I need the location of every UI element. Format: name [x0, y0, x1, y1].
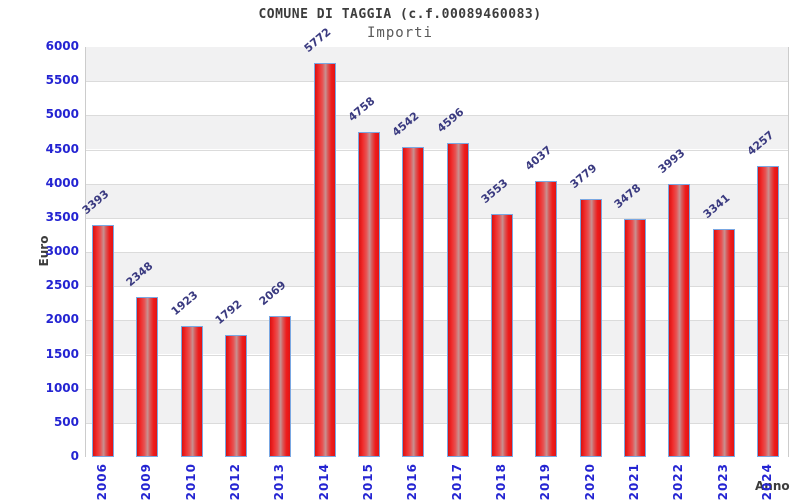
y-tick-label: 4000: [45, 175, 79, 190]
gridline: [86, 81, 788, 83]
y-tick-label: 1500: [45, 346, 79, 361]
gridline: [86, 286, 788, 288]
x-tick-label: 2013: [272, 463, 287, 500]
grid-band: [86, 47, 788, 82]
y-tick-label: 500: [53, 414, 79, 429]
bar: [712, 228, 735, 457]
bar: [446, 142, 469, 457]
x-tick-label: 2017: [449, 463, 464, 500]
y-tick-label: 5000: [45, 107, 79, 122]
x-tick-label: 2016: [405, 463, 420, 500]
bar: [668, 184, 691, 457]
grid-band: [86, 81, 788, 116]
x-tick-label: 2023: [715, 463, 730, 500]
x-tick-label: 2020: [582, 463, 597, 500]
y-tick-label: 6000: [45, 39, 79, 53]
bar: [269, 315, 292, 457]
gridline: [86, 422, 788, 424]
chart-subtitle: Importi: [366, 25, 433, 41]
gridline: [86, 388, 788, 390]
gridline: [86, 115, 788, 117]
x-tick-label: 2010: [183, 463, 198, 500]
bar: [579, 198, 602, 457]
x-tick-label: 2022: [671, 463, 686, 500]
y-tick-label: 1000: [45, 380, 79, 395]
gridline: [86, 320, 788, 322]
bar: [92, 225, 114, 457]
grid-band: [86, 149, 788, 184]
x-axis-title: Anno: [755, 479, 790, 493]
bar: [535, 181, 558, 457]
y-tick-label: 2500: [45, 278, 79, 293]
x-tick-label: 2015: [360, 463, 375, 500]
bar: [402, 146, 425, 457]
x-tick-label: 2009: [139, 463, 154, 500]
gridline: [86, 354, 788, 356]
y-tick-label: 3500: [45, 209, 79, 224]
gridline: [86, 252, 788, 253]
x-tick-label: 2024: [759, 463, 774, 500]
bar: [357, 131, 380, 457]
bar: [623, 219, 646, 457]
chart-title: COMUNE DI TAGGIA (c.f.00089460083): [258, 7, 542, 22]
x-tick-label: 2018: [493, 463, 508, 500]
bar: [136, 296, 159, 457]
gridline: [86, 217, 788, 219]
bar: [224, 334, 247, 457]
x-tick-label: 2021: [626, 463, 641, 500]
y-tick-label: 0: [70, 449, 79, 463]
y-tick-label: 2000: [45, 312, 79, 327]
y-tick-label: 5500: [45, 73, 79, 88]
x-tick-label: 2006: [95, 463, 109, 500]
grid-band: [86, 115, 788, 150]
y-tick-label: 3000: [45, 244, 79, 258]
x-tick-label: 2019: [538, 463, 553, 500]
gridline: [86, 183, 788, 185]
y-tick-label: 4500: [45, 141, 79, 156]
gridline: [86, 149, 788, 151]
bar: [490, 214, 513, 457]
bar: [313, 62, 336, 457]
x-tick-label: 2014: [316, 463, 331, 500]
bar: [180, 325, 203, 457]
bar: [756, 166, 779, 457]
x-tick-label: 2012: [227, 463, 242, 500]
